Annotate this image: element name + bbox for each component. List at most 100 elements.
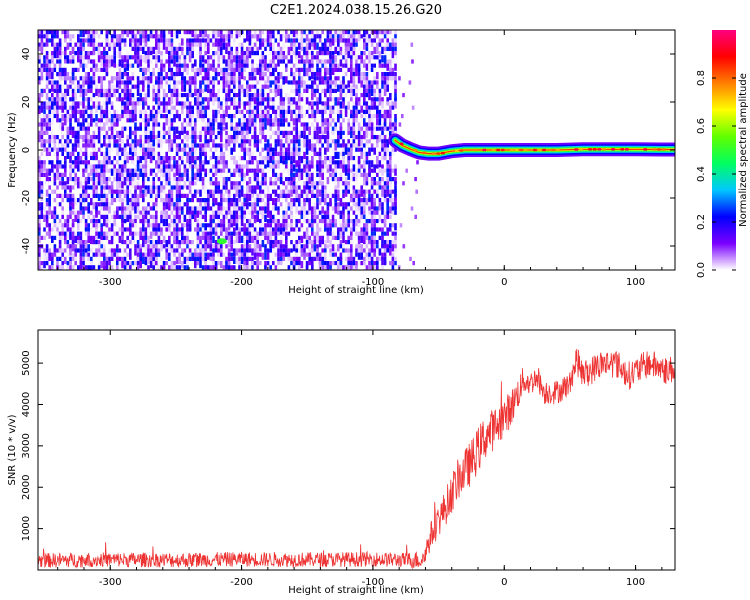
heatmap-cell <box>272 55 275 63</box>
heatmap-cell <box>326 193 330 198</box>
heatmap-cell <box>295 206 298 214</box>
heatmap-cell <box>58 139 62 147</box>
heatmap-cell <box>292 30 296 38</box>
heatmap-cell <box>121 261 124 269</box>
heatmap-cell <box>103 235 106 240</box>
heatmap-cell <box>326 130 330 138</box>
heatmap-cell <box>48 109 51 117</box>
heatmap-cell <box>129 97 132 102</box>
heatmap-cell <box>108 30 111 35</box>
heatmap-cell <box>274 38 278 43</box>
heatmap-cell <box>38 252 41 260</box>
heatmap-cell <box>144 122 148 130</box>
heatmap-cell <box>105 193 109 198</box>
heatmap-cell <box>308 72 311 80</box>
heatmap-cell <box>209 126 213 131</box>
heatmap-cell <box>45 122 49 127</box>
heatmap-cell <box>90 67 93 72</box>
heatmap-cell <box>261 135 265 140</box>
heatmap-cell <box>235 51 239 56</box>
heatmap-cell <box>157 227 161 235</box>
heatmap-cell <box>87 244 90 252</box>
heatmap-cell <box>48 231 51 239</box>
heatmap-cell <box>311 265 314 270</box>
heatmap-cell <box>40 189 44 194</box>
heatmap-cell <box>331 63 335 68</box>
heatmap-cell <box>152 130 155 138</box>
heatmap-cell <box>344 219 348 224</box>
heatmap-cell <box>316 101 319 106</box>
heatmap-cell <box>116 177 119 185</box>
heatmap-cell <box>277 51 280 56</box>
heatmap-cell <box>238 210 241 215</box>
heatmap-cell <box>318 93 322 101</box>
heatmap-cell <box>191 93 194 98</box>
heatmap-cell <box>298 202 301 207</box>
heatmap-cell <box>321 193 324 201</box>
heatmap-cell <box>251 193 254 198</box>
heatmap-cell <box>251 122 254 127</box>
heatmap-cell <box>201 88 205 93</box>
heatmap-cell <box>246 185 249 190</box>
heatmap-cell <box>222 51 226 56</box>
heatmap-cell <box>71 130 75 138</box>
heatmap-cell <box>191 80 194 85</box>
heatmap-cell <box>279 256 283 264</box>
heatmap-cell <box>108 105 111 110</box>
heatmap-cell <box>103 51 106 59</box>
heatmap-cell <box>352 55 356 60</box>
heatmap-cell <box>178 227 181 232</box>
heatmap-cell <box>207 105 210 110</box>
heatmap-cell <box>233 206 236 211</box>
heatmap-cell <box>155 139 158 147</box>
heatmap-cell <box>100 51 103 56</box>
heatmap-cell <box>313 214 317 222</box>
heatmap-cell <box>295 261 298 266</box>
heatmap-cell <box>175 160 179 165</box>
heatmap-cell <box>240 109 244 114</box>
heatmap-cell <box>204 42 207 50</box>
heatmap-cell <box>220 210 223 215</box>
heatmap-cell <box>186 172 189 177</box>
heatmap-cell <box>269 248 272 253</box>
heatmap-cell <box>173 172 176 177</box>
heatmap-cell <box>165 80 168 85</box>
heatmap-cell <box>105 38 109 46</box>
heatmap-cell <box>352 63 356 68</box>
heatmap-cell <box>84 139 88 147</box>
heatmap-cell <box>256 143 259 151</box>
heatmap-cell <box>191 88 194 96</box>
heatmap-cell <box>300 248 304 253</box>
heatmap-cell <box>337 84 340 92</box>
heatmap-cell <box>217 240 220 248</box>
heatmap-cell <box>139 193 142 198</box>
heatmap-cell <box>225 198 228 203</box>
heatmap-cell <box>295 168 298 173</box>
heatmap-cell <box>337 105 340 110</box>
heatmap-cell <box>108 219 111 224</box>
heatmap-cell <box>155 261 158 269</box>
heatmap-cell <box>357 67 361 72</box>
heatmap-cell <box>58 109 62 114</box>
heatmap-cell <box>103 193 106 201</box>
heatmap-cell <box>305 147 309 155</box>
heatmap-cell <box>290 101 293 106</box>
heatmap-cell <box>186 51 189 56</box>
heatmap-cell <box>84 181 88 186</box>
heatmap-cell <box>290 80 293 85</box>
heatmap-cell <box>121 88 124 96</box>
heatmap-cell <box>324 160 327 165</box>
heatmap-cell <box>43 143 46 148</box>
heatmap-cell <box>329 252 332 257</box>
heatmap-cell <box>350 51 353 56</box>
heatmap-cell <box>40 105 44 113</box>
heatmap-cell <box>173 235 176 240</box>
heatmap-cell <box>173 160 176 168</box>
heatmap-cell <box>238 151 241 156</box>
heatmap-cell <box>303 206 306 211</box>
heatmap-cell <box>238 118 241 126</box>
heatmap-cell <box>110 126 114 131</box>
heatmap-cell <box>87 80 90 88</box>
heatmap-cell <box>43 88 46 93</box>
heatmap-cell <box>311 72 314 80</box>
